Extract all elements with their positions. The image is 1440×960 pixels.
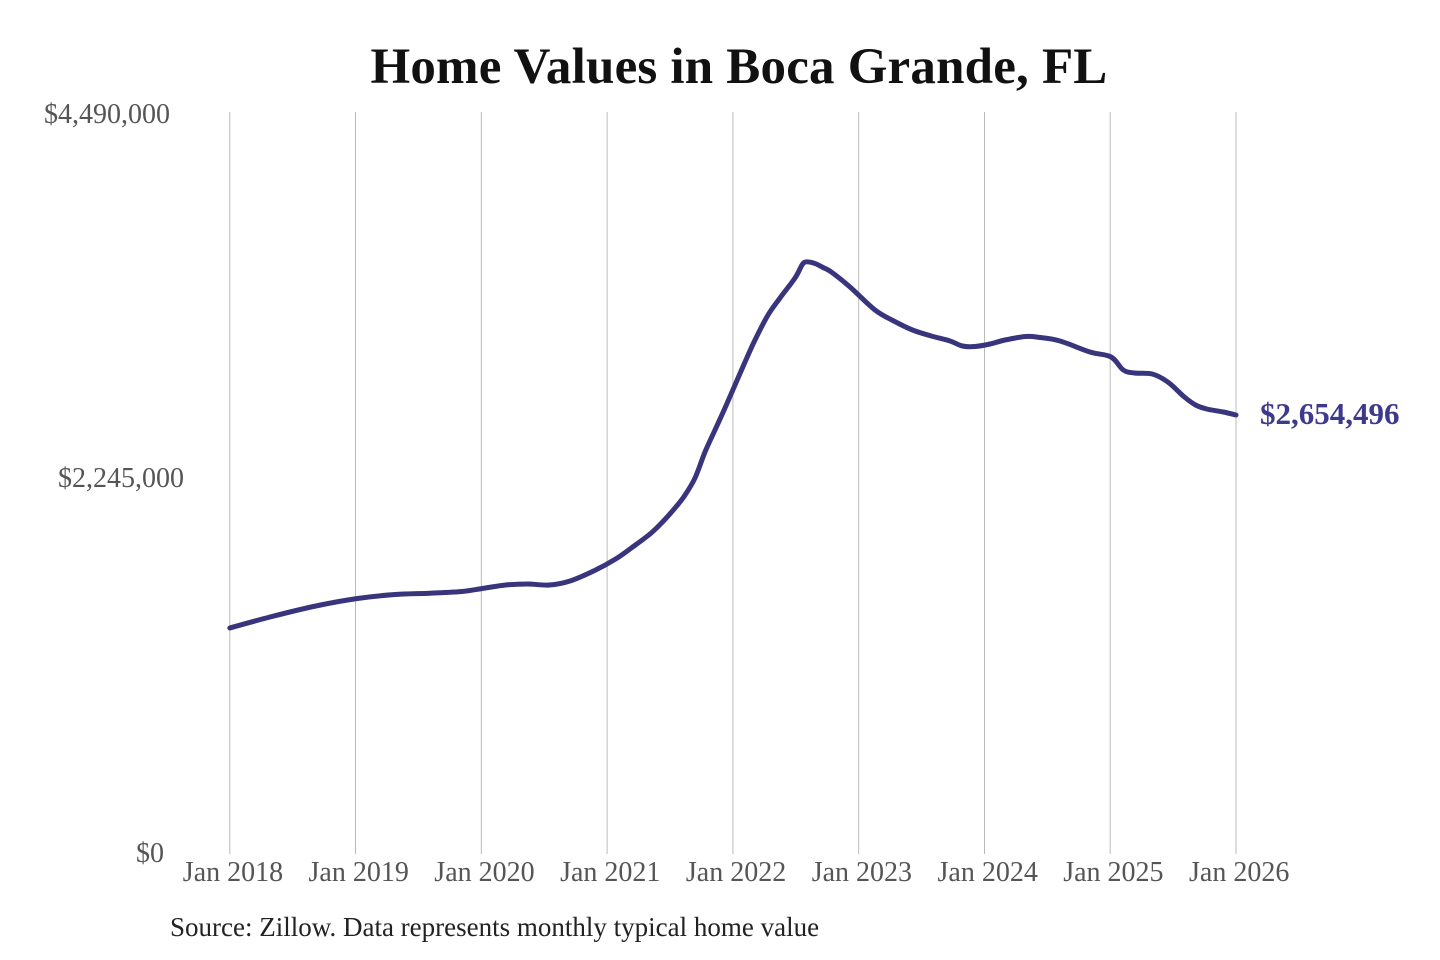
svg-text:Jan 2019: Jan 2019	[309, 857, 409, 888]
svg-text:$2,654,496: $2,654,496	[1260, 396, 1400, 431]
svg-text:Jan 2024: Jan 2024	[938, 857, 1038, 888]
svg-text:Jan 2025: Jan 2025	[1063, 857, 1163, 888]
svg-text:Jan 2021: Jan 2021	[560, 857, 660, 888]
svg-text:$2,245,000: $2,245,000	[58, 463, 184, 494]
svg-text:$4,490,000: $4,490,000	[44, 99, 170, 130]
svg-text:Jan 2023: Jan 2023	[812, 857, 912, 888]
svg-text:Jan 2018: Jan 2018	[183, 857, 283, 888]
svg-text:Jan 2020: Jan 2020	[434, 857, 534, 888]
svg-text:Jan 2022: Jan 2022	[686, 857, 786, 888]
svg-text:Jan 2026: Jan 2026	[1189, 857, 1289, 888]
svg-text:$0: $0	[136, 838, 164, 869]
